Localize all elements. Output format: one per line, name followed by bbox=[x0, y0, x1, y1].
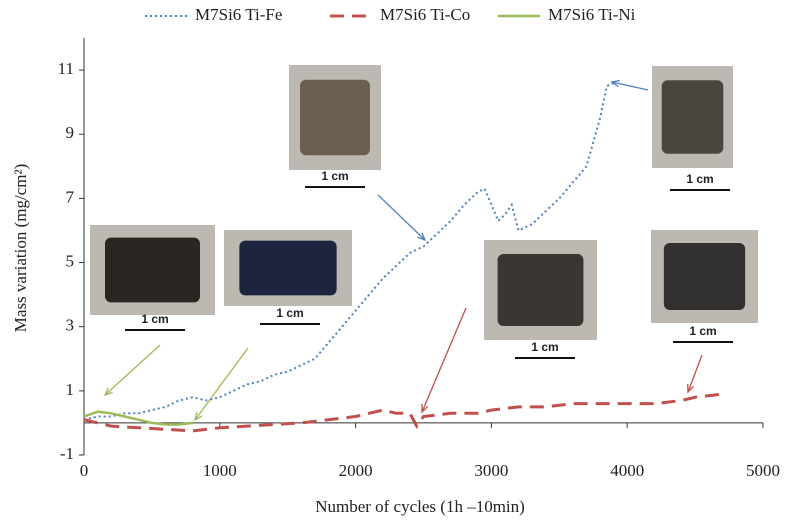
scale-label: 1 cm bbox=[276, 306, 303, 320]
scale-label: 1 cm bbox=[321, 169, 348, 183]
y-tick-label: 7 bbox=[66, 187, 75, 206]
arrow-head bbox=[421, 403, 429, 414]
arrow bbox=[104, 344, 161, 396]
x-tick-label: 4000 bbox=[610, 461, 644, 480]
arrow-head bbox=[687, 383, 694, 394]
photo-sample bbox=[663, 243, 746, 310]
photo-sample bbox=[105, 237, 200, 303]
y-tick-label: 1 bbox=[66, 380, 75, 399]
arrow bbox=[687, 354, 703, 393]
x-tick-label: 0 bbox=[80, 461, 89, 480]
arrow bbox=[377, 194, 426, 241]
arrow bbox=[611, 81, 649, 91]
scale-label: 1 cm bbox=[689, 324, 716, 338]
scale-label: 1 cm bbox=[531, 340, 558, 354]
legend-label: M7Si6 Ti-Ni bbox=[548, 5, 636, 24]
photo-sample bbox=[497, 254, 584, 326]
y-axis-label: Mass variation (mg/cm²) bbox=[11, 164, 30, 332]
y-tick-label: 5 bbox=[66, 251, 75, 270]
legend-label: M7Si6 Ti-Fe bbox=[195, 5, 282, 24]
arrow-head bbox=[417, 232, 427, 242]
photo-sample bbox=[239, 240, 337, 296]
y-tick-label: 3 bbox=[66, 316, 75, 335]
scale-label: 1 cm bbox=[686, 172, 713, 186]
photo-sample bbox=[300, 79, 370, 156]
legend-label: M7Si6 Ti-Co bbox=[380, 5, 470, 24]
arrow-head bbox=[103, 387, 113, 397]
arrow bbox=[421, 307, 467, 413]
x-axis-label: Number of cycles (1h –10min) bbox=[315, 497, 525, 516]
scale-label: 1 cm bbox=[141, 312, 168, 326]
series-line bbox=[83, 410, 193, 426]
series-line bbox=[83, 392, 723, 433]
y-tick-label: 11 bbox=[58, 59, 74, 78]
arrow-head bbox=[194, 412, 203, 422]
x-tick-label: 2000 bbox=[339, 461, 373, 480]
x-tick-label: 1000 bbox=[203, 461, 237, 480]
photo-sample bbox=[661, 80, 724, 154]
y-tick-label: 9 bbox=[66, 123, 75, 142]
arrow bbox=[194, 347, 249, 421]
series-line bbox=[83, 82, 615, 421]
x-tick-label: 5000 bbox=[746, 461, 780, 480]
x-tick-label: 3000 bbox=[474, 461, 508, 480]
arrow-head bbox=[610, 79, 620, 88]
y-tick-label: -1 bbox=[60, 444, 74, 463]
